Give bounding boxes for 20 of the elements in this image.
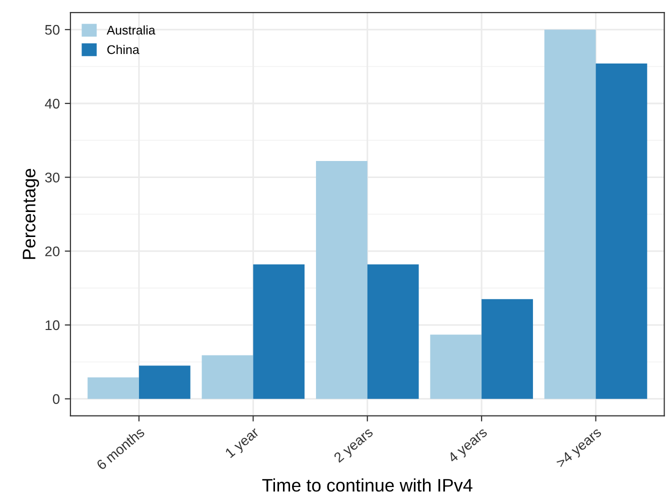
y-tick-label: 40 — [44, 98, 60, 109]
y-tick-label: 30 — [45, 172, 60, 182]
bar — [482, 299, 533, 399]
bar — [596, 64, 648, 399]
bar — [253, 264, 305, 399]
y-tick-label: 50 — [45, 24, 60, 35]
bar — [202, 355, 254, 399]
legend-label: China — [107, 44, 140, 54]
x-axis-title: Time to continue with IPv4 — [262, 478, 472, 492]
y-tick-label: 20 — [45, 246, 60, 256]
y-tick-label: 10 — [46, 320, 60, 330]
bar — [544, 30, 596, 399]
y-tick-label: 0 — [52, 394, 60, 404]
bar — [367, 264, 419, 399]
bar — [430, 334, 482, 399]
y-axis-title: Percentage — [22, 168, 40, 259]
bar — [138, 366, 190, 399]
legend-label: Australia — [106, 25, 156, 35]
bar — [316, 161, 368, 399]
bar — [88, 377, 139, 399]
